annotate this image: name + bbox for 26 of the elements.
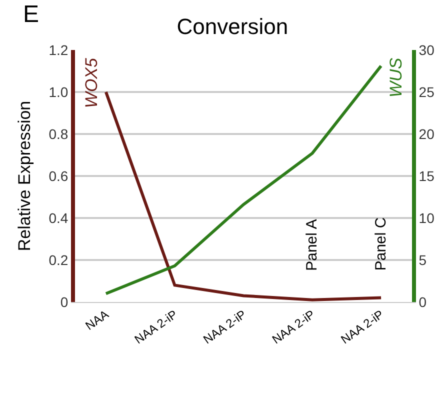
annotation: Panel A xyxy=(304,219,321,271)
y-tick-label: 0 xyxy=(60,294,68,310)
text: E xyxy=(23,1,40,28)
y-tick-label: 1.2 xyxy=(48,42,68,58)
text: WUS xyxy=(386,57,406,98)
y2-tick-label: 25 xyxy=(418,84,435,100)
y-tick-label: 1.0 xyxy=(48,84,68,100)
y-tick-label: 0.2 xyxy=(48,252,68,268)
y2-tick-label: 0 xyxy=(418,294,427,310)
y-tick-label: 0.4 xyxy=(48,210,68,226)
y-tick-label: 0.6 xyxy=(48,168,68,184)
y2-tick-label: 30 xyxy=(418,42,435,58)
y2-tick-label: 10 xyxy=(418,210,435,226)
x-tick-label: NAA 2-iP xyxy=(270,307,318,347)
y2-tick-label: 5 xyxy=(418,252,427,268)
y-tick-label: 0.8 xyxy=(48,126,68,142)
y2-tick-label: 20 xyxy=(418,126,435,142)
x-tick-label: NAA 2-iP xyxy=(200,307,249,347)
text: WOX5 xyxy=(82,57,102,108)
y-axis-title: Relative Expression xyxy=(14,100,34,252)
chart-title: Conversion xyxy=(176,14,288,40)
x-tick-label: NAA xyxy=(82,307,112,333)
x-tick-label: NAA 2-iP xyxy=(338,307,386,347)
y2-tick-label: 15 xyxy=(418,168,435,184)
x-tick-label: NAA 2-iP xyxy=(132,307,180,347)
annotation: Panel C xyxy=(372,217,390,271)
